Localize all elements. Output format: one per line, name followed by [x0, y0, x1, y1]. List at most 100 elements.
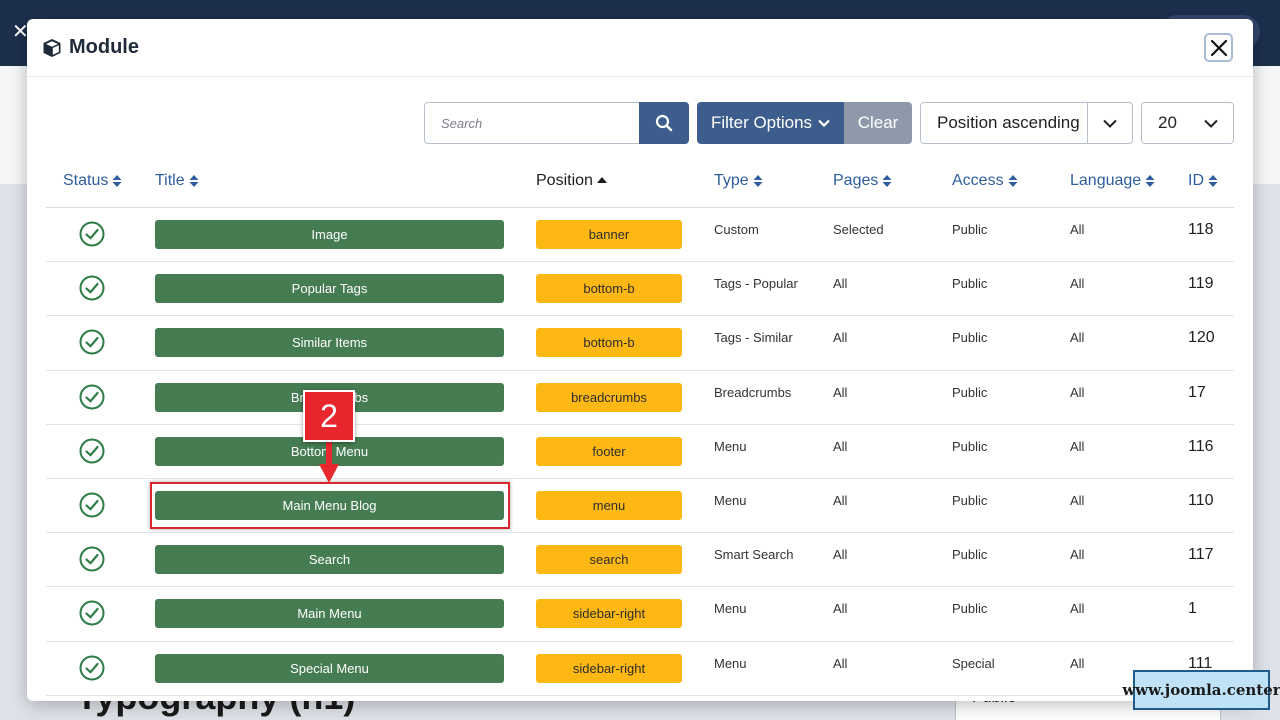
id-cell: 116 — [1188, 437, 1214, 455]
check-circle-icon[interactable] — [79, 546, 105, 572]
table-row: Main Menu sidebar-right Menu All Public All 1 — [46, 587, 1234, 642]
check-circle-icon[interactable] — [79, 492, 105, 518]
pages-cell: Selected — [833, 222, 884, 237]
check-circle-icon[interactable] — [79, 600, 105, 626]
pages-cell: All — [833, 547, 848, 563]
module-title-button[interactable]: Popular Tags — [155, 274, 504, 304]
filter-options-button[interactable]: Filter Options — [697, 102, 844, 144]
column-access[interactable]: Access — [952, 172, 1018, 190]
sort-icon — [189, 175, 199, 187]
clear-button[interactable]: Clear — [844, 102, 912, 144]
module-modal: Module Filter Options Clear Position asc… — [27, 19, 1253, 701]
language-cell: All — [1070, 438, 1085, 454]
access-cell: Public — [952, 438, 988, 454]
module-title-button[interactable]: Similar Items — [155, 328, 504, 358]
sort-icon — [112, 175, 122, 187]
close-button[interactable] — [1204, 33, 1233, 62]
table-row: Special Menu sidebar-right Menu All Special A… — [46, 642, 1234, 696]
type-cell: Tags - Similar — [714, 330, 793, 346]
highlight-box — [150, 482, 510, 529]
column-status[interactable]: Status — [63, 172, 122, 190]
type-cell: Menu — [714, 492, 747, 508]
sort-ascending-icon — [596, 177, 607, 183]
id-cell: 118 — [1188, 221, 1214, 238]
column-status-label: Status — [63, 172, 109, 189]
id-cell: 1 — [1188, 600, 1197, 618]
column-title[interactable]: Title — [155, 172, 199, 190]
language-cell: All — [1070, 384, 1085, 400]
chevron-down-icon — [818, 119, 830, 127]
module-title-button[interactable]: Search — [155, 545, 504, 575]
column-language[interactable]: Language — [1070, 172, 1155, 190]
watermark: www.joomla.center — [1122, 670, 1280, 710]
check-circle-icon[interactable] — [79, 438, 105, 464]
table-row: BreadcrumbsbreadcrumbsBreadcrumbsAllPubl… — [46, 371, 1234, 425]
type-cell: Smart Search — [714, 547, 794, 563]
language-cell: All — [1070, 492, 1085, 508]
column-type[interactable]: Type — [714, 172, 763, 190]
type-cell: Tags - Popular — [714, 276, 798, 292]
access-cell: Public — [952, 547, 988, 563]
modal-header: Module — [27, 19, 1253, 77]
language-cell: All — [1070, 276, 1085, 292]
position-badge: footer — [536, 436, 682, 466]
pages-cell: All — [833, 655, 848, 671]
language-cell: All — [1070, 655, 1085, 671]
search-button[interactable] — [639, 102, 689, 144]
pages-cell: All — [833, 601, 848, 617]
id-cell: 17 — [1188, 383, 1206, 401]
language-cell: All — [1070, 547, 1085, 563]
close-icon — [1210, 39, 1227, 56]
chevron-down-icon — [1103, 119, 1117, 128]
check-circle-icon[interactable] — [79, 221, 105, 247]
column-type-label: Type — [714, 172, 749, 189]
position-badge: sidebar-right — [536, 653, 682, 683]
column-pages-label: Pages — [833, 172, 879, 189]
type-cell: Menu — [714, 655, 747, 671]
module-title-button[interactable]: Image — [155, 220, 504, 249]
table-row: Bottom Menu footer Menu All Public All 116 — [46, 425, 1234, 479]
column-access-label: Access — [952, 172, 1004, 189]
access-cell: Special — [952, 655, 995, 671]
module-title-button[interactable]: Main Menu Blog — [155, 490, 504, 520]
pages-cell: All — [833, 492, 848, 508]
position-badge: bottom-b — [536, 274, 682, 304]
table-row: Image banner Custom Selected Public All 118 — [46, 208, 1234, 263]
step-callout: 2 — [303, 390, 355, 442]
limit-select-value: 20 — [1158, 113, 1177, 132]
position-badge: banner — [536, 220, 682, 249]
pages-cell: All — [833, 276, 848, 292]
check-circle-icon[interactable] — [79, 655, 105, 681]
search-input[interactable] — [424, 102, 640, 144]
column-position[interactable]: Position — [536, 172, 607, 190]
pages-cell: All — [833, 384, 848, 400]
position-badge: breadcrumbs — [536, 382, 682, 412]
sort-select[interactable]: Position ascending — [920, 102, 1133, 144]
type-cell: Menu — [714, 601, 747, 617]
position-badge: menu — [536, 490, 682, 520]
module-title-button[interactable]: Special Menu — [155, 653, 504, 683]
check-circle-icon[interactable] — [79, 329, 105, 355]
id-cell: 110 — [1188, 491, 1214, 509]
column-id[interactable]: ID — [1188, 172, 1218, 190]
sort-icon — [1208, 175, 1218, 187]
access-cell: Public — [952, 384, 988, 400]
type-cell: Breadcrumbs — [714, 384, 792, 400]
column-title-label: Title — [155, 172, 185, 189]
table-row: Popular Tags bottom-b Tags - Popular All Pub… — [46, 262, 1234, 317]
check-circle-icon[interactable] — [79, 384, 105, 410]
sort-icon — [882, 175, 892, 187]
language-cell: All — [1070, 601, 1085, 617]
pages-cell: All — [833, 330, 848, 346]
module-title-button[interactable]: Main Menu — [155, 599, 504, 629]
id-cell: 119 — [1188, 275, 1214, 293]
filter-options-label: Filter Options — [710, 113, 813, 132]
column-position-label: Position — [536, 172, 593, 189]
check-circle-icon[interactable] — [79, 275, 105, 301]
table-body: Image banner Custom Selected Public All 118 Pop… — [46, 208, 1234, 696]
access-cell: Public — [952, 330, 988, 346]
column-pages[interactable]: Pages — [833, 172, 892, 190]
id-cell: 120 — [1188, 329, 1215, 347]
limit-select[interactable]: 20 — [1141, 102, 1234, 144]
table-header: Status Title Position Type Pages Access — [46, 164, 1234, 208]
